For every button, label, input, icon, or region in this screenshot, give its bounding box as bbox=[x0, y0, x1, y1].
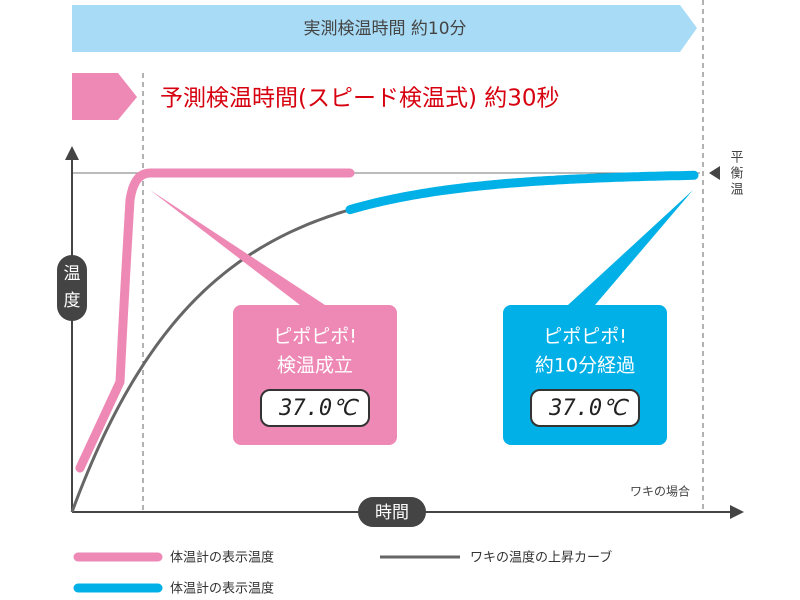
callout-text: 検温成立 bbox=[277, 355, 353, 377]
legend-label: 体温計の表示温度 bbox=[170, 550, 274, 566]
heading-text: 予測検温時間(スピード検温式) 約30秒 bbox=[160, 86, 560, 112]
equilibrium-marker bbox=[709, 166, 720, 180]
display bbox=[260, 389, 370, 427]
pink-display-line bbox=[75, 168, 355, 473]
heading-arrow bbox=[72, 73, 137, 120]
callout-pointer bbox=[568, 190, 693, 305]
legend-label: ワキの温度の上昇カーブ bbox=[470, 550, 612, 566]
callout-pointer bbox=[150, 190, 325, 305]
x-label-pill bbox=[358, 497, 426, 527]
equilibrium-label: 衡 bbox=[730, 167, 743, 182]
y-label: 温 bbox=[64, 264, 81, 284]
top-bar-text: 実測検温時間 約10分 bbox=[303, 19, 466, 39]
callout-text: ピポピポ! bbox=[543, 326, 627, 348]
display-text: 37.0℃ bbox=[278, 396, 359, 421]
top-arrow bbox=[72, 5, 697, 52]
note: ワキの場合 bbox=[630, 484, 690, 499]
y-arrow bbox=[65, 146, 79, 160]
callout-text: 約10分経過 bbox=[535, 355, 635, 377]
equilibrium-label: 温 bbox=[730, 183, 743, 198]
y-label-pill bbox=[57, 255, 87, 321]
display-text: 37.0℃ bbox=[548, 396, 629, 421]
equilibrium-label: 平 bbox=[730, 151, 743, 166]
x-label: 時間 bbox=[375, 503, 409, 523]
y-label: 度 bbox=[64, 291, 81, 311]
legend-label: 体温計の表示温度 bbox=[170, 581, 274, 597]
x-arrow bbox=[730, 505, 744, 519]
display bbox=[530, 389, 640, 427]
callout-text: ピポピポ! bbox=[273, 326, 357, 348]
blue-display-line bbox=[345, 170, 699, 215]
